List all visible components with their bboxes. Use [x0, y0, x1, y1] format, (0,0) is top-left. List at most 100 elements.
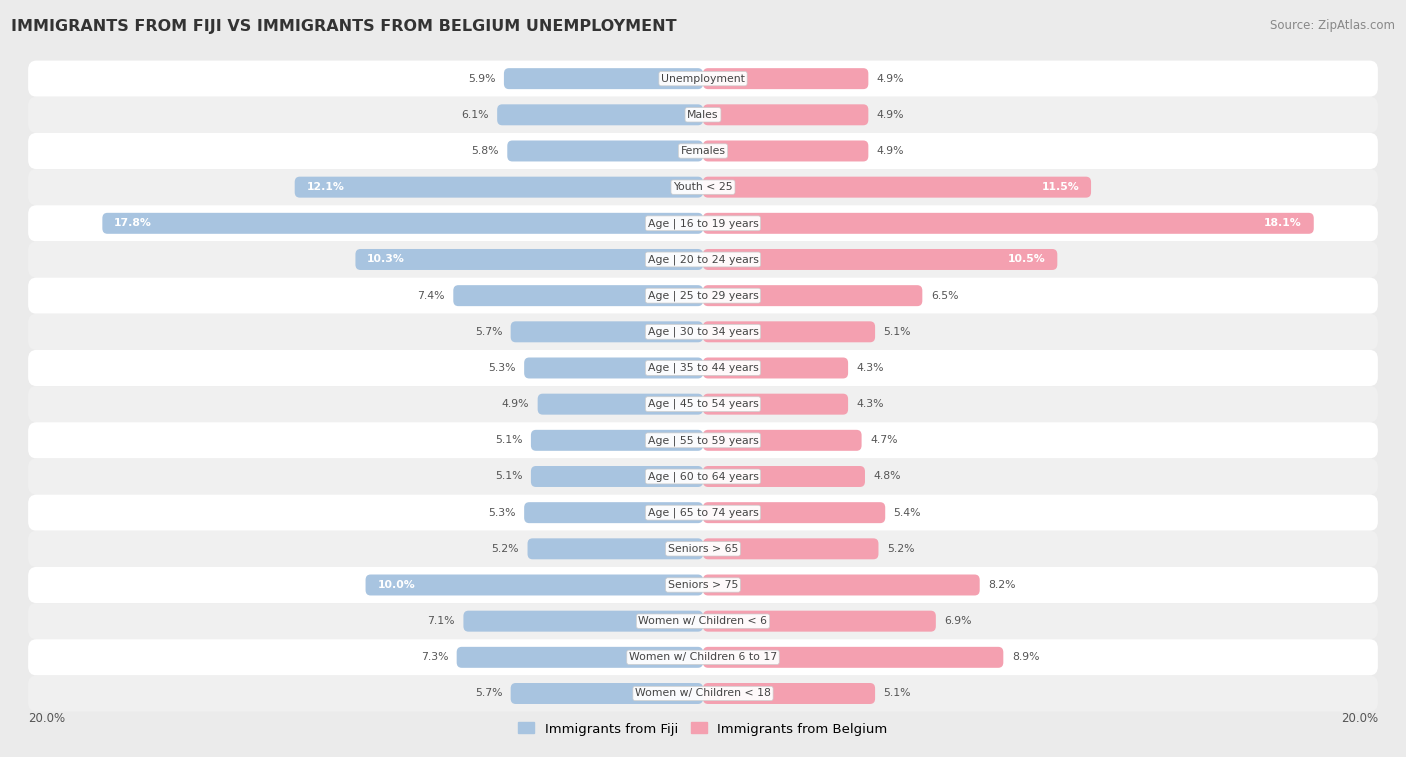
FancyBboxPatch shape	[28, 459, 1378, 494]
FancyBboxPatch shape	[28, 313, 1378, 350]
Text: 10.0%: 10.0%	[377, 580, 415, 590]
FancyBboxPatch shape	[464, 611, 703, 631]
Text: Seniors > 75: Seniors > 75	[668, 580, 738, 590]
Legend: Immigrants from Fiji, Immigrants from Belgium: Immigrants from Fiji, Immigrants from Be…	[513, 717, 893, 741]
FancyBboxPatch shape	[703, 466, 865, 487]
FancyBboxPatch shape	[28, 133, 1378, 169]
FancyBboxPatch shape	[524, 357, 703, 378]
FancyBboxPatch shape	[703, 394, 848, 415]
Text: Age | 16 to 19 years: Age | 16 to 19 years	[648, 218, 758, 229]
Text: 7.3%: 7.3%	[420, 653, 449, 662]
Text: Age | 30 to 34 years: Age | 30 to 34 years	[648, 326, 758, 337]
Text: 18.1%: 18.1%	[1264, 218, 1302, 229]
FancyBboxPatch shape	[531, 430, 703, 451]
Text: 4.3%: 4.3%	[856, 363, 884, 373]
FancyBboxPatch shape	[28, 422, 1378, 459]
Text: Women w/ Children < 18: Women w/ Children < 18	[636, 689, 770, 699]
FancyBboxPatch shape	[366, 575, 703, 596]
FancyBboxPatch shape	[524, 502, 703, 523]
Text: 11.5%: 11.5%	[1042, 182, 1080, 192]
FancyBboxPatch shape	[537, 394, 703, 415]
Text: Age | 25 to 29 years: Age | 25 to 29 years	[648, 291, 758, 301]
Text: 5.8%: 5.8%	[471, 146, 499, 156]
Text: 20.0%: 20.0%	[1341, 712, 1378, 725]
FancyBboxPatch shape	[28, 241, 1378, 278]
FancyBboxPatch shape	[703, 249, 1057, 270]
FancyBboxPatch shape	[28, 205, 1378, 241]
Text: 4.9%: 4.9%	[877, 146, 904, 156]
Text: 7.4%: 7.4%	[418, 291, 444, 301]
Text: 4.7%: 4.7%	[870, 435, 897, 445]
Text: Age | 20 to 24 years: Age | 20 to 24 years	[648, 254, 758, 265]
FancyBboxPatch shape	[703, 683, 875, 704]
FancyBboxPatch shape	[703, 68, 869, 89]
Text: 5.1%: 5.1%	[883, 327, 911, 337]
Text: 5.1%: 5.1%	[495, 435, 523, 445]
FancyBboxPatch shape	[103, 213, 703, 234]
Text: Age | 60 to 64 years: Age | 60 to 64 years	[648, 472, 758, 481]
FancyBboxPatch shape	[28, 567, 1378, 603]
Text: Age | 55 to 59 years: Age | 55 to 59 years	[648, 435, 758, 446]
Text: Males: Males	[688, 110, 718, 120]
FancyBboxPatch shape	[703, 357, 848, 378]
FancyBboxPatch shape	[28, 97, 1378, 133]
Text: 10.3%: 10.3%	[367, 254, 405, 264]
Text: 5.3%: 5.3%	[488, 363, 516, 373]
FancyBboxPatch shape	[703, 502, 886, 523]
FancyBboxPatch shape	[703, 646, 1004, 668]
FancyBboxPatch shape	[28, 675, 1378, 712]
FancyBboxPatch shape	[28, 531, 1378, 567]
FancyBboxPatch shape	[510, 683, 703, 704]
FancyBboxPatch shape	[703, 141, 869, 161]
Text: Unemployment: Unemployment	[661, 73, 745, 83]
Text: 6.1%: 6.1%	[461, 110, 489, 120]
Text: 6.5%: 6.5%	[931, 291, 959, 301]
FancyBboxPatch shape	[508, 141, 703, 161]
FancyBboxPatch shape	[703, 213, 1313, 234]
FancyBboxPatch shape	[703, 321, 875, 342]
FancyBboxPatch shape	[527, 538, 703, 559]
FancyBboxPatch shape	[510, 321, 703, 342]
Text: Women w/ Children < 6: Women w/ Children < 6	[638, 616, 768, 626]
FancyBboxPatch shape	[703, 104, 869, 126]
Text: 5.1%: 5.1%	[495, 472, 523, 481]
Text: 8.9%: 8.9%	[1012, 653, 1039, 662]
Text: 4.9%: 4.9%	[877, 110, 904, 120]
Text: 5.2%: 5.2%	[887, 544, 914, 554]
Text: 5.2%: 5.2%	[492, 544, 519, 554]
Text: Age | 35 to 44 years: Age | 35 to 44 years	[648, 363, 758, 373]
FancyBboxPatch shape	[28, 603, 1378, 639]
FancyBboxPatch shape	[703, 575, 980, 596]
Text: 5.9%: 5.9%	[468, 73, 495, 83]
FancyBboxPatch shape	[28, 278, 1378, 313]
FancyBboxPatch shape	[28, 169, 1378, 205]
Text: 7.1%: 7.1%	[427, 616, 456, 626]
Text: IMMIGRANTS FROM FIJI VS IMMIGRANTS FROM BELGIUM UNEMPLOYMENT: IMMIGRANTS FROM FIJI VS IMMIGRANTS FROM …	[11, 19, 676, 34]
FancyBboxPatch shape	[531, 466, 703, 487]
FancyBboxPatch shape	[703, 538, 879, 559]
FancyBboxPatch shape	[28, 639, 1378, 675]
Text: Source: ZipAtlas.com: Source: ZipAtlas.com	[1270, 19, 1395, 32]
Text: 5.7%: 5.7%	[475, 327, 502, 337]
Text: 5.7%: 5.7%	[475, 689, 502, 699]
Text: Age | 65 to 74 years: Age | 65 to 74 years	[648, 507, 758, 518]
Text: Females: Females	[681, 146, 725, 156]
Text: 10.5%: 10.5%	[1008, 254, 1046, 264]
Text: 4.9%: 4.9%	[502, 399, 529, 409]
FancyBboxPatch shape	[453, 285, 703, 306]
Text: Youth < 25: Youth < 25	[673, 182, 733, 192]
FancyBboxPatch shape	[28, 386, 1378, 422]
FancyBboxPatch shape	[703, 176, 1091, 198]
Text: 4.9%: 4.9%	[877, 73, 904, 83]
FancyBboxPatch shape	[503, 68, 703, 89]
FancyBboxPatch shape	[498, 104, 703, 126]
FancyBboxPatch shape	[703, 430, 862, 451]
Text: 8.2%: 8.2%	[988, 580, 1015, 590]
FancyBboxPatch shape	[28, 350, 1378, 386]
FancyBboxPatch shape	[703, 285, 922, 306]
Text: 17.8%: 17.8%	[114, 218, 152, 229]
Text: Age | 45 to 54 years: Age | 45 to 54 years	[648, 399, 758, 410]
Text: 4.8%: 4.8%	[873, 472, 901, 481]
Text: 5.3%: 5.3%	[488, 508, 516, 518]
FancyBboxPatch shape	[295, 176, 703, 198]
